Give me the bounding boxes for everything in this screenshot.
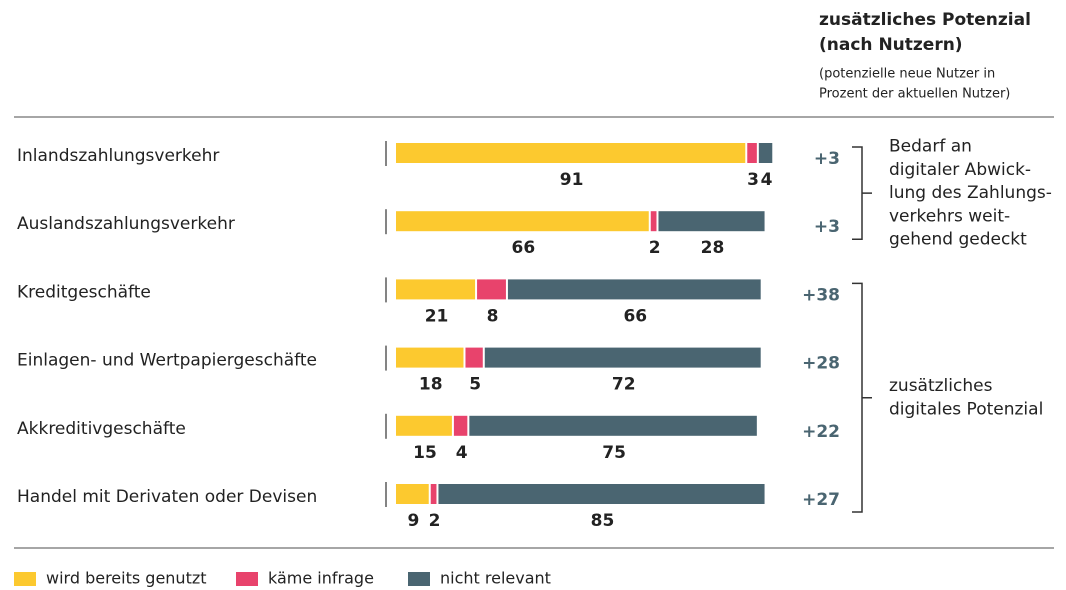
bracket-text: digitales Potenzial bbox=[889, 399, 1043, 419]
value-label: 5 bbox=[469, 375, 481, 395]
value-label: 66 bbox=[623, 306, 647, 326]
bar-segment bbox=[465, 347, 483, 368]
potential-label: +3 bbox=[814, 217, 840, 237]
legend-swatch bbox=[236, 572, 258, 586]
value-label: 3 bbox=[747, 170, 759, 190]
value-label: 8 bbox=[487, 306, 499, 326]
value-label: 72 bbox=[612, 375, 636, 395]
bar-segment bbox=[396, 211, 649, 232]
bracket-text: gehend gedeckt bbox=[889, 230, 1027, 250]
header: zusätzliches Potenzial bbox=[819, 10, 1031, 30]
potential-label: +27 bbox=[802, 490, 840, 510]
bar-segment bbox=[758, 143, 773, 163]
legend-swatch bbox=[408, 572, 430, 586]
bracket-text: lung des Zahlungs- bbox=[889, 183, 1052, 203]
bar-segment bbox=[396, 279, 476, 300]
value-label: 4 bbox=[761, 170, 773, 190]
bracket-text: Bedarf an bbox=[889, 137, 972, 157]
category-label: Auslandszahlungsverkehr bbox=[17, 214, 235, 234]
bar-segment bbox=[430, 484, 437, 504]
category-label: Inlandszahlungsverkehr bbox=[17, 146, 219, 166]
bar-segment bbox=[396, 484, 429, 504]
bar-segment bbox=[484, 347, 761, 368]
value-label: 18 bbox=[419, 375, 443, 395]
bar-segment bbox=[658, 211, 765, 232]
value-label: 2 bbox=[429, 511, 441, 531]
value-label: 15 bbox=[413, 443, 437, 463]
bar-segment bbox=[507, 279, 761, 300]
value-label: 4 bbox=[456, 443, 468, 463]
bar-segment bbox=[438, 484, 765, 504]
value-label: 28 bbox=[701, 238, 725, 258]
header-note: Prozent der aktuellen Nutzer) bbox=[819, 87, 1010, 102]
bracket-text: verkehrs weit- bbox=[889, 206, 1010, 226]
legend-label: nicht relevant bbox=[440, 569, 551, 588]
bracket-text: digitaler Abwick- bbox=[889, 160, 1031, 180]
value-label: 9 bbox=[407, 511, 419, 531]
bar-segment bbox=[396, 143, 746, 163]
category-label: Handel mit Derivaten oder Devisen bbox=[17, 487, 317, 507]
bracket bbox=[852, 146, 872, 240]
legend-label: wird bereits genutzt bbox=[46, 569, 207, 588]
legend-swatch bbox=[14, 572, 36, 586]
bar-segment bbox=[396, 415, 452, 436]
bar-segment bbox=[477, 279, 506, 300]
bracket bbox=[852, 282, 872, 513]
category-label: Einlagen- und Wertpapiergeschäfte bbox=[17, 351, 317, 371]
value-label: 21 bbox=[425, 306, 449, 326]
potential-label: +3 bbox=[814, 149, 840, 169]
bar-segment bbox=[396, 347, 464, 368]
category-label: Akkreditivgeschäfte bbox=[17, 419, 186, 439]
value-label: 66 bbox=[512, 238, 536, 258]
potential-label: +38 bbox=[802, 285, 840, 305]
bar-segment bbox=[469, 415, 757, 436]
potential-label: +22 bbox=[802, 422, 840, 442]
value-label: 75 bbox=[602, 443, 626, 463]
value-label: 91 bbox=[560, 170, 584, 190]
category-label: Kreditgeschäfte bbox=[17, 282, 151, 302]
legend-label: käme infrage bbox=[268, 569, 374, 588]
bar-segment bbox=[453, 415, 468, 436]
header: (nach Nutzern) bbox=[819, 35, 963, 55]
potential-label: +28 bbox=[802, 354, 840, 374]
value-label: 2 bbox=[649, 238, 661, 258]
bracket-text: zusätzliches bbox=[889, 376, 993, 396]
value-label: 85 bbox=[591, 511, 615, 531]
header-note: (potenzielle neue Nutzer in bbox=[819, 67, 995, 82]
bar-segment bbox=[650, 211, 657, 232]
bar-segment bbox=[747, 143, 757, 163]
